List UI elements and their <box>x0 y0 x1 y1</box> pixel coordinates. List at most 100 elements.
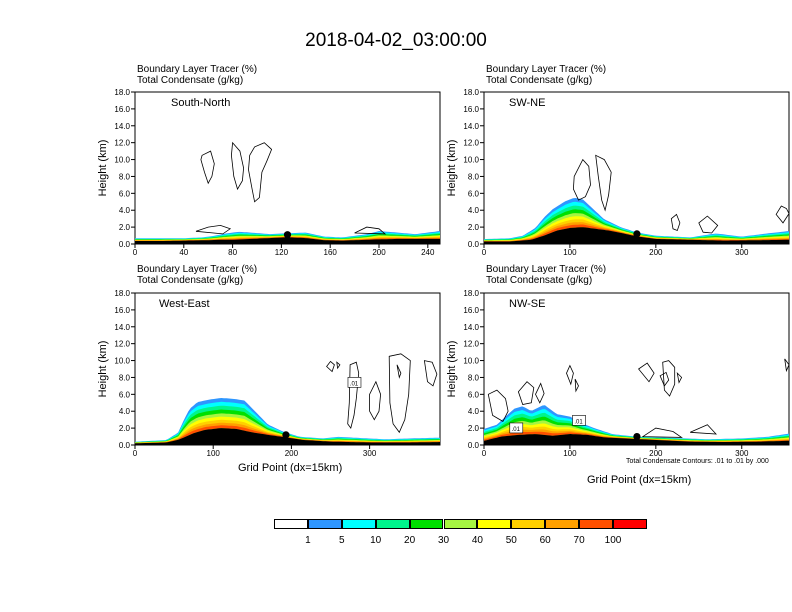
colorbar-cell <box>613 519 647 529</box>
colorbar-cell <box>579 519 613 529</box>
colorbar-label: 40 <box>471 535 483 546</box>
colorbar-cell <box>409 519 444 529</box>
y-tick-label: 16.0 <box>463 105 479 114</box>
plot-area <box>134 292 441 446</box>
condensate-contour <box>572 158 591 201</box>
plot-area <box>483 91 790 245</box>
plot-content <box>484 154 789 244</box>
x-tick-label: 300 <box>363 449 377 458</box>
plot-south-north: South-North 0.0 2.0 4.0 6.0 8.0 10.0 12.0 14.0 16… <box>97 88 441 257</box>
panel-label: NW-SE <box>509 298 545 310</box>
panel-header: Boundary Layer Tracer (%) Total Condensa… <box>137 264 257 286</box>
y-tick-label: 2.0 <box>119 424 131 433</box>
header-line-tracer: Boundary Layer Tracer (%) <box>486 64 607 75</box>
header-line-condensate: Total Condensate (g/kg) <box>486 75 593 86</box>
x-tick-label: 200 <box>372 248 386 257</box>
condensate-contour <box>248 142 273 203</box>
condensate-contour <box>423 360 438 387</box>
colorbar-label: 1 <box>305 535 311 546</box>
condensate-contour <box>369 380 382 421</box>
x-tick-label: 200 <box>285 449 299 458</box>
condensate-contour <box>638 362 655 383</box>
condensate-contour <box>676 372 683 384</box>
condensate-contour <box>326 360 335 373</box>
panel-header: Boundary Layer Tracer (%) Total Condensa… <box>486 264 606 286</box>
colorbar-cell <box>443 519 478 529</box>
condensate-contour <box>566 364 574 386</box>
y-tick-label: 10.0 <box>463 156 479 165</box>
x-axis-label: Grid Point (dx=15km) <box>238 462 343 474</box>
condensate-contour <box>690 424 717 435</box>
contour-label: .01 <box>574 419 583 425</box>
y-tick-label: 18.0 <box>463 289 479 298</box>
x-tick-label: 200 <box>649 248 663 257</box>
condensate-contour <box>388 353 411 434</box>
y-tick-label: 10.0 <box>114 357 130 366</box>
y-axis-label: Height (km) <box>97 341 109 398</box>
condensate-contour <box>698 215 719 234</box>
panel-label: West-East <box>159 298 210 310</box>
colorbar-label: 100 <box>604 535 622 546</box>
plot-content <box>135 141 440 244</box>
tracer-band-7 <box>484 219 789 242</box>
colorbar-label: 70 <box>573 535 585 546</box>
y-tick-label: 6.0 <box>468 390 480 399</box>
condensate-contour <box>487 389 509 422</box>
condensate-contour <box>662 360 676 397</box>
condensate-contour <box>200 150 215 185</box>
terrain-fill <box>135 428 440 445</box>
y-tick-label: 6.0 <box>119 390 131 399</box>
tracer-band-4 <box>484 209 789 242</box>
x-tick-label: 80 <box>228 248 237 257</box>
y-tick-label: 16.0 <box>463 306 479 315</box>
y-tick-label: 8.0 <box>119 172 131 181</box>
colorbar-label: 50 <box>505 535 517 546</box>
y-tick-label: 10.0 <box>114 156 130 165</box>
colorbar-cell <box>477 519 512 529</box>
main-title: 2018-04-02_03:00:00 <box>305 30 487 51</box>
panel-header: Boundary Layer Tracer (%) Total Condensa… <box>486 64 606 86</box>
tracer-band-6 <box>484 216 789 242</box>
condensate-contour <box>641 427 683 438</box>
x-tick-label: 300 <box>735 248 749 257</box>
tracer-band-9 <box>484 224 789 242</box>
y-tick-label: 6.0 <box>468 189 480 198</box>
y-tick-label: 8.0 <box>468 373 480 382</box>
x-tick-label: 300 <box>735 449 749 458</box>
condensate-contour <box>670 213 681 232</box>
contour-label-box <box>509 422 524 434</box>
condensate-contour <box>775 205 789 224</box>
panel-header: Boundary Layer Tracer (%) Total Condensa… <box>137 64 257 86</box>
y-tick-label: 18.0 <box>463 88 479 97</box>
colorbar-label: 60 <box>539 535 551 546</box>
x-tick-label: 100 <box>207 449 221 458</box>
y-tick-label: 14.0 <box>463 122 479 131</box>
condensate-contour <box>195 224 232 235</box>
plot-content <box>135 353 440 445</box>
plot-sw-ne: SW-NE 0.0 2.0 4.0 6.0 8.0 10.0 12.0 14.0 16.0 18.0… <box>446 88 790 257</box>
condensate-contour <box>535 382 545 404</box>
contour-label: .01 <box>350 381 359 387</box>
x-tick-label: 100 <box>563 248 577 257</box>
tracer-band-6 <box>484 423 789 442</box>
tracer-band-7 <box>484 426 789 442</box>
contour-label-box <box>572 415 586 426</box>
y-tick-label: 12.0 <box>463 340 479 349</box>
condensate-contour <box>659 371 670 387</box>
colorbar-label: 20 <box>404 535 416 546</box>
plot-nw-se: NW-SE 0.0 2.0 4.0 6.0 8.0 10.0 12.0 14.0 16.0 18.0… <box>446 289 790 458</box>
tracer-band-5 <box>484 420 789 442</box>
y-tick-label: 2.0 <box>119 223 131 232</box>
location-marker <box>282 431 290 439</box>
y-tick-label: 2.0 <box>468 223 480 232</box>
y-tick-label: 12.0 <box>114 340 130 349</box>
contour-label-box <box>347 377 362 388</box>
tracer-band-9 <box>484 431 789 442</box>
x-tick-label: 240 <box>421 248 435 257</box>
condensate-contour <box>595 154 612 212</box>
colorbar-cell <box>545 519 580 529</box>
tracer-band-8 <box>484 429 789 442</box>
condensate-contour <box>230 141 245 191</box>
y-tick-label: 4.0 <box>119 206 131 215</box>
